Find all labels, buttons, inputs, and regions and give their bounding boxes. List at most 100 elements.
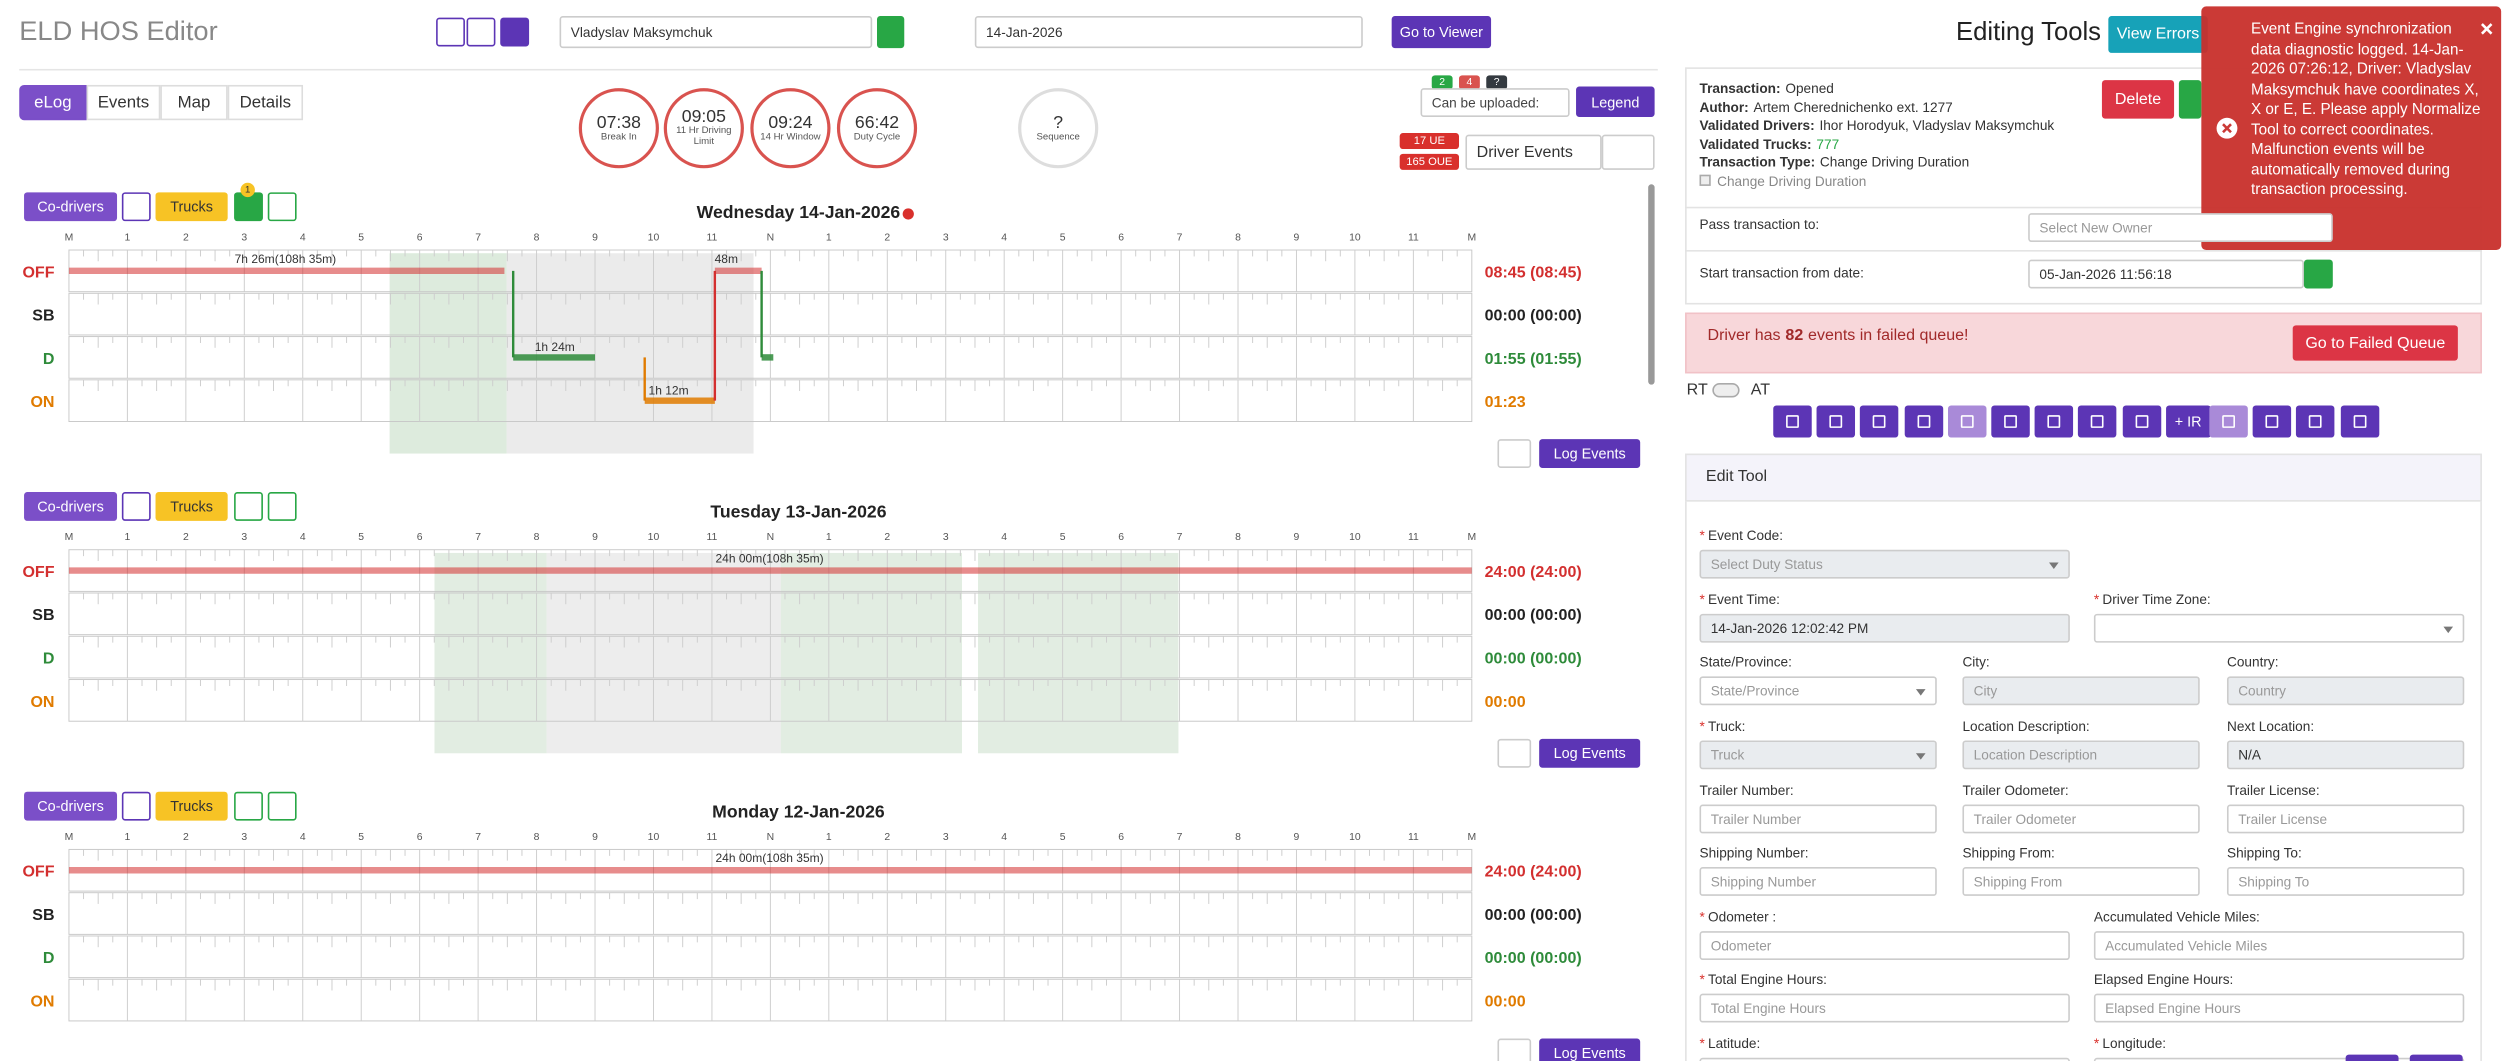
hour-label: 8 bbox=[1235, 832, 1241, 843]
delete-button[interactable]: Delete bbox=[2101, 80, 2175, 119]
tool-icon bbox=[2222, 415, 2236, 428]
trucks-button[interactable]: Trucks bbox=[155, 492, 228, 521]
field-select[interactable]: Select Duty Status bbox=[1699, 549, 2070, 579]
field-input[interactable]: Trailer Odometer bbox=[1962, 804, 2200, 834]
legend-button[interactable]: Legend bbox=[1576, 86, 1655, 117]
start-date-input[interactable]: 05-Jan-2026 11:56:18 bbox=[2028, 259, 2304, 289]
pass-to-label: Pass transaction to: bbox=[1699, 216, 1820, 233]
driver-select[interactable]: Vladyslav Maksymchuk bbox=[559, 16, 873, 49]
field-select[interactable]: Truck bbox=[1699, 740, 1937, 770]
comment-button[interactable] bbox=[1497, 1038, 1532, 1061]
field-input[interactable]: Accumulated Vehicle Miles bbox=[2093, 931, 2465, 961]
field-input[interactable]: N/A bbox=[2226, 740, 2465, 770]
print-button[interactable] bbox=[234, 791, 263, 821]
print-button[interactable] bbox=[234, 492, 263, 521]
trucks-button[interactable]: Trucks bbox=[155, 192, 228, 222]
go-to-failed-queue-button[interactable]: Go to Failed Queue bbox=[2292, 325, 2458, 361]
field-input[interactable]: Trailer License bbox=[2226, 804, 2465, 834]
field-input[interactable]: City bbox=[1962, 676, 2200, 706]
field-label: * Latitude: bbox=[1699, 1035, 1760, 1051]
tool-button[interactable] bbox=[1773, 405, 1812, 438]
icon-button[interactable] bbox=[466, 17, 496, 47]
field-input[interactable] bbox=[2093, 1057, 2465, 1061]
log-events-button[interactable]: Log Events bbox=[1539, 738, 1641, 768]
date-input[interactable]: 14-Jan-2026 bbox=[974, 16, 1363, 49]
field-label: * Driver Time Zone: bbox=[2094, 591, 2211, 607]
tool-button[interactable] bbox=[1904, 405, 1943, 438]
tool-button[interactable] bbox=[2252, 405, 2292, 438]
field-select[interactable] bbox=[2093, 613, 2465, 643]
field-input[interactable]: Odometer bbox=[1699, 931, 2070, 961]
truck-icon-button[interactable] bbox=[121, 492, 151, 521]
hour-label: 11 bbox=[1408, 232, 1419, 243]
status-label: SB bbox=[32, 606, 54, 624]
field-label-text: Shipping Number: bbox=[1699, 844, 1809, 861]
field-input[interactable] bbox=[1699, 1057, 2070, 1061]
field-label: * Event Code: bbox=[1699, 527, 1783, 543]
toggle-switch[interactable] bbox=[1712, 383, 1740, 398]
comment-button[interactable] bbox=[1497, 439, 1532, 468]
coords-button[interactable] bbox=[2345, 1054, 2399, 1061]
hour-label: 8 bbox=[1235, 532, 1241, 543]
refresh-button[interactable] bbox=[267, 192, 297, 222]
refresh-button[interactable] bbox=[267, 791, 297, 821]
icon-button[interactable] bbox=[436, 17, 465, 47]
edit-tool-header bbox=[1685, 453, 2482, 502]
tab[interactable]: Map bbox=[160, 84, 228, 121]
field-input[interactable]: Location Description bbox=[1962, 740, 2200, 770]
user-button[interactable] bbox=[877, 16, 905, 49]
tab[interactable]: Events bbox=[86, 84, 161, 121]
confirm-date-button[interactable] bbox=[2303, 259, 2333, 289]
tool-button[interactable] bbox=[2340, 405, 2379, 438]
tab[interactable]: Details bbox=[227, 84, 304, 121]
view-errors-button[interactable]: View Errors bbox=[2108, 16, 2208, 53]
can-be-uploaded-select[interactable]: Can be uploaded: bbox=[1420, 88, 1570, 117]
log-events-button[interactable]: Log Events bbox=[1539, 439, 1641, 468]
info-button[interactable] bbox=[500, 17, 530, 47]
co-drivers-button[interactable]: Co-drivers bbox=[24, 492, 118, 521]
coords-button[interactable] bbox=[2409, 1054, 2463, 1061]
tool-button[interactable] bbox=[2078, 405, 2117, 438]
owner-select[interactable]: Select New Owner bbox=[2028, 213, 2333, 243]
co-drivers-button[interactable]: Co-drivers bbox=[24, 192, 118, 222]
trucks-button[interactable]: Trucks bbox=[155, 791, 228, 821]
tab[interactable]: eLog bbox=[19, 84, 87, 121]
field-input[interactable]: Shipping From bbox=[1962, 867, 2200, 896]
hour-label: 7 bbox=[1177, 532, 1183, 543]
truck-icon-button[interactable] bbox=[121, 192, 151, 222]
field-input[interactable]: Country bbox=[2226, 676, 2465, 706]
field-input[interactable]: Elapsed Engine Hours bbox=[2093, 993, 2465, 1023]
field-input[interactable]: Total Engine Hours bbox=[1699, 993, 2070, 1023]
field-select[interactable]: State/Province bbox=[1699, 676, 1937, 706]
settings-button[interactable] bbox=[1601, 134, 1655, 170]
tool-button[interactable] bbox=[2122, 405, 2161, 438]
co-drivers-button[interactable]: Co-drivers bbox=[24, 791, 118, 821]
field-input[interactable]: Shipping Number bbox=[1699, 867, 1937, 896]
refresh-button[interactable] bbox=[267, 492, 297, 521]
tool-button[interactable] bbox=[1947, 405, 1987, 438]
tool-button[interactable]: + IR bbox=[2165, 405, 2211, 438]
field-input[interactable]: Trailer Number bbox=[1699, 804, 1937, 834]
print-button[interactable] bbox=[234, 192, 263, 222]
tool-button[interactable] bbox=[1816, 405, 1856, 438]
tool-button[interactable] bbox=[2296, 405, 2336, 438]
alert-close[interactable] bbox=[2480, 22, 2493, 35]
checkbox[interactable] bbox=[1699, 174, 1711, 186]
hour-label: 7 bbox=[475, 832, 481, 843]
go-to-viewer-button[interactable]: Go to Viewer bbox=[1391, 16, 1492, 49]
field-input[interactable]: Shipping To bbox=[2226, 867, 2465, 896]
tool-button[interactable] bbox=[2209, 405, 2248, 438]
start-date-label: Start transaction from date: bbox=[1699, 264, 1864, 281]
field-input[interactable]: 14-Jan-2026 12:02:42 PM bbox=[1699, 613, 2070, 643]
truck-icon-button[interactable] bbox=[121, 791, 151, 821]
log-events-button[interactable]: Log Events bbox=[1539, 1038, 1641, 1061]
process-button[interactable] bbox=[2178, 80, 2202, 119]
comment-button[interactable] bbox=[1497, 738, 1532, 768]
tool-button[interactable] bbox=[1991, 405, 2030, 438]
transaction-label: Validated Trucks: bbox=[1699, 135, 1812, 152]
status-label: ON bbox=[30, 992, 54, 1010]
tool-button[interactable] bbox=[1860, 405, 1899, 438]
field-label-text: Total Engine Hours: bbox=[1708, 971, 1827, 988]
driver-events-select[interactable]: Driver Events bbox=[1465, 134, 1602, 170]
tool-button[interactable] bbox=[2034, 405, 2074, 438]
